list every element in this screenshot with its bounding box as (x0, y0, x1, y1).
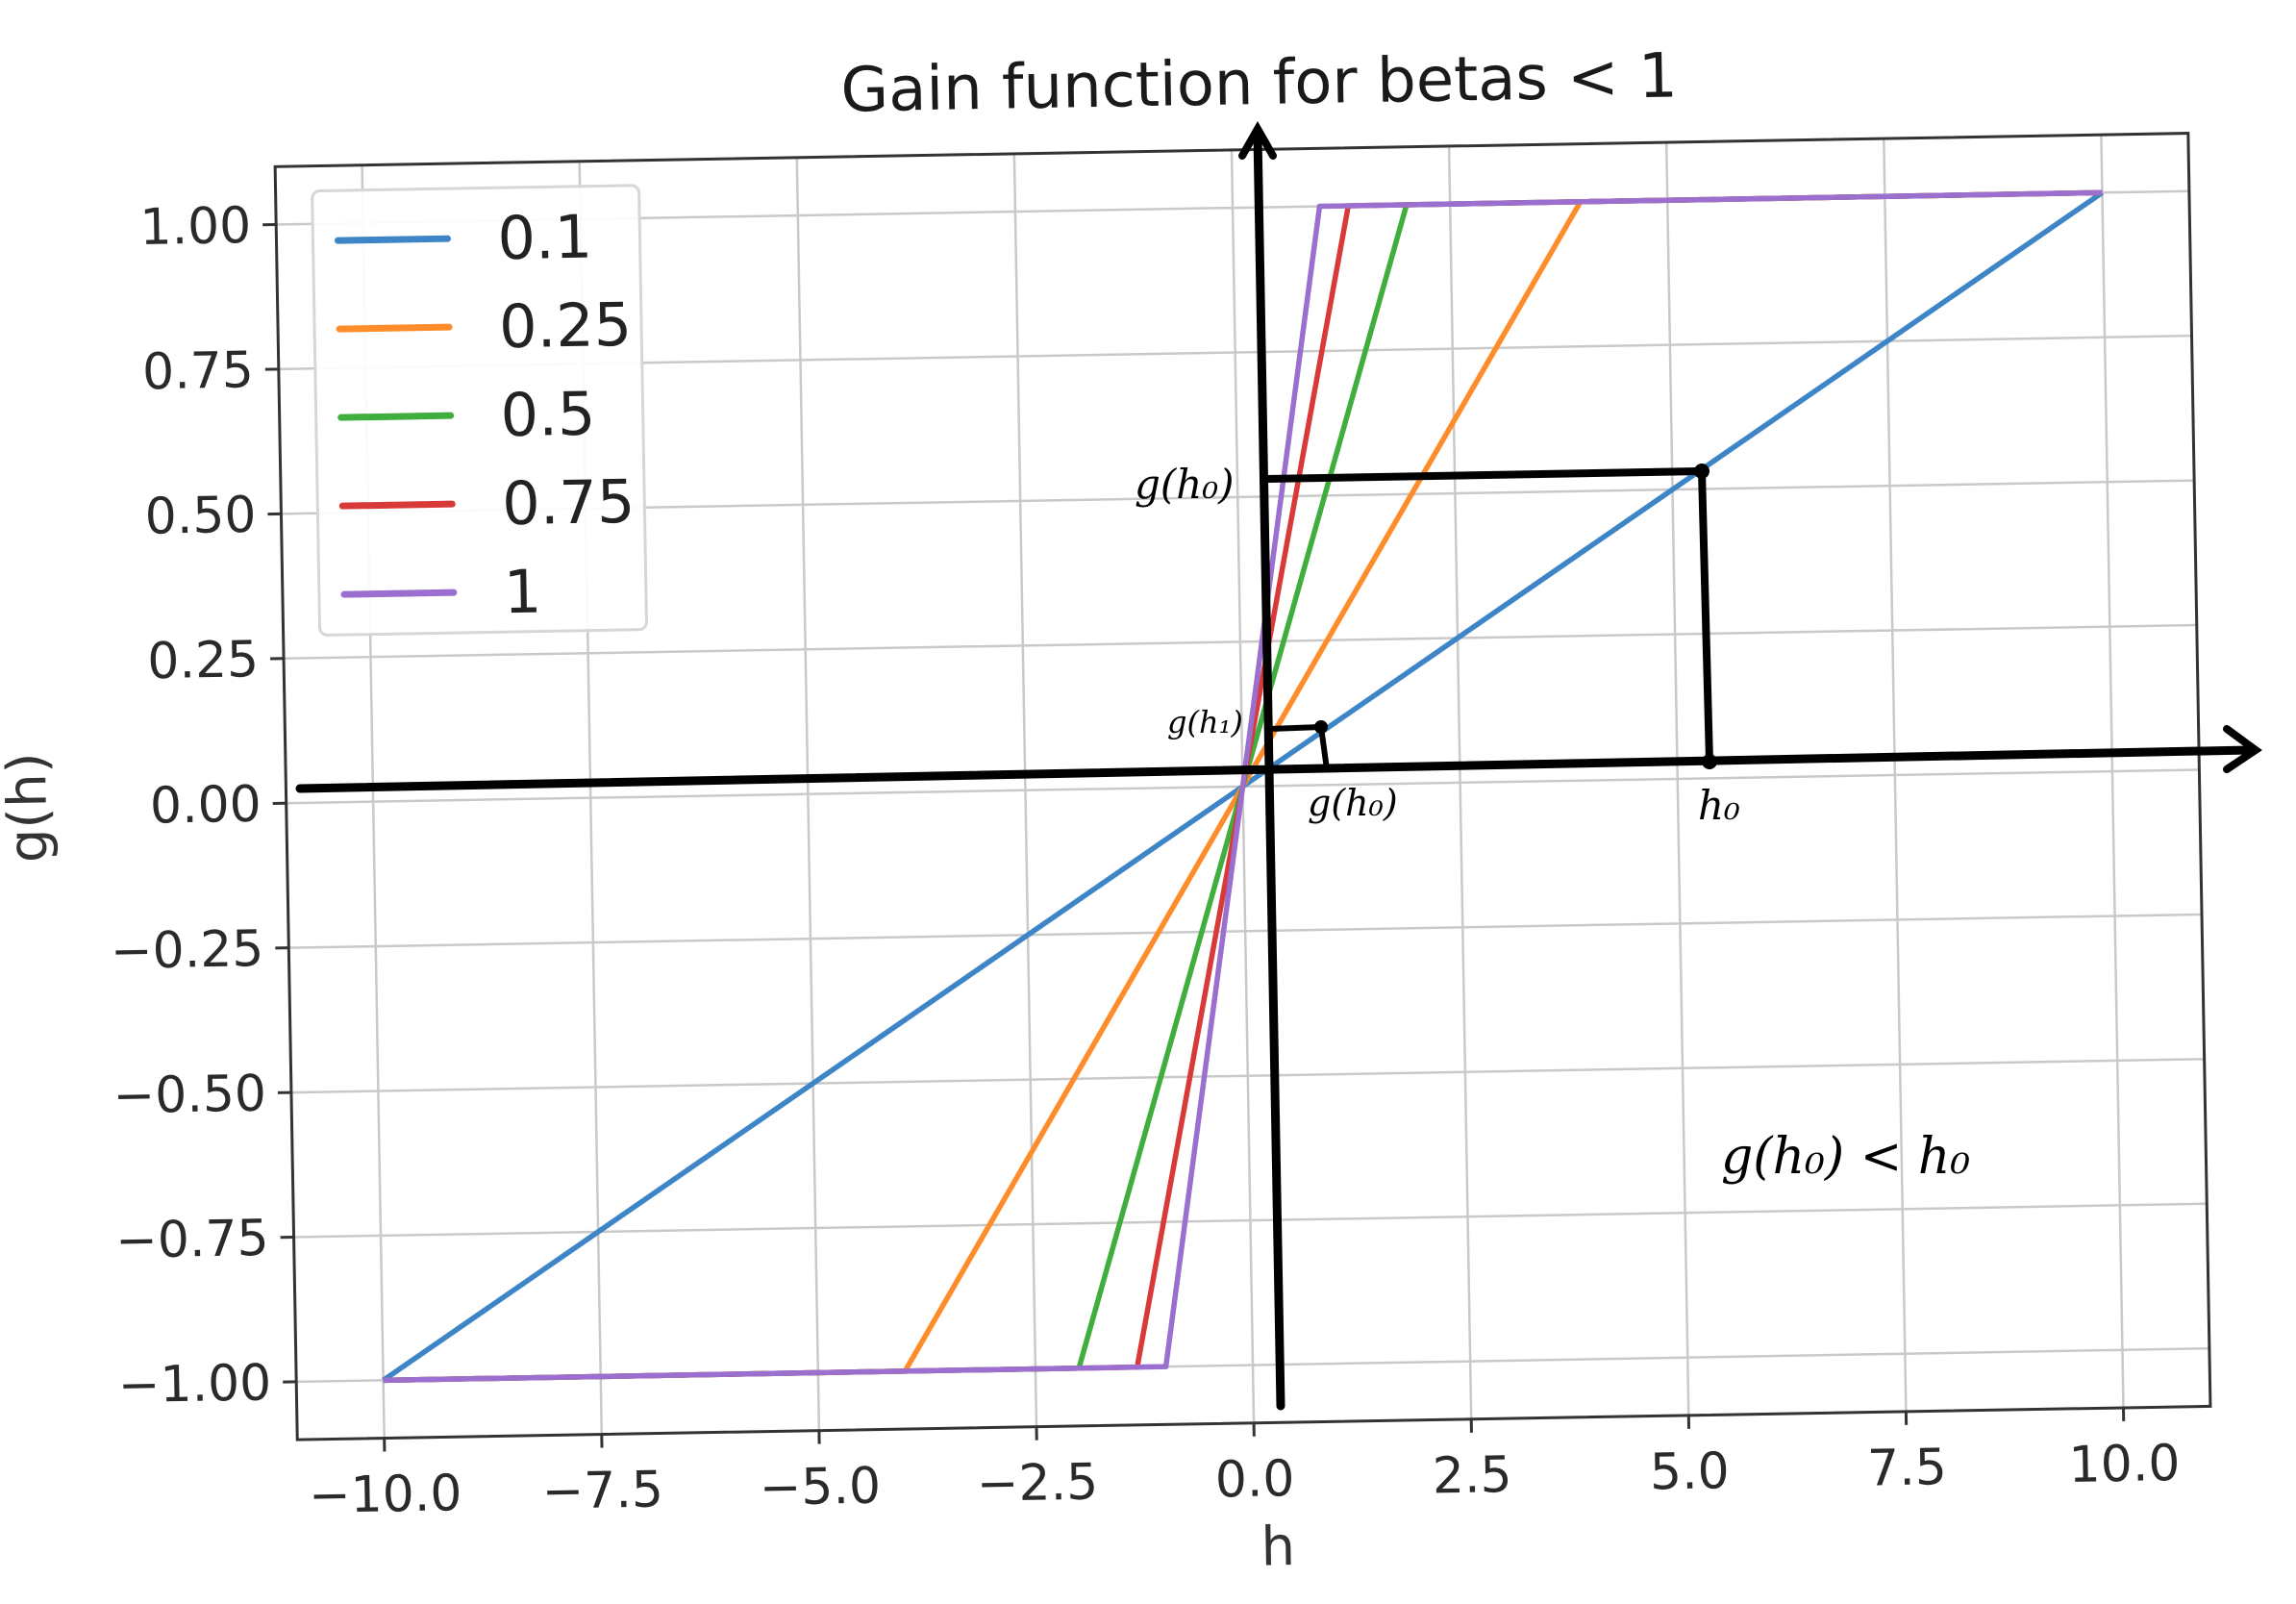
h1-point-marker (1314, 720, 1328, 734)
legend-swatch (340, 589, 458, 598)
x-tick-label: 2.5 (1432, 1446, 1512, 1505)
legend-box (311, 184, 648, 637)
annotation-g-h0-small: g(h₀) (1308, 782, 1398, 824)
series-lines (382, 189, 2105, 1384)
y-axis-arrowhead (1238, 120, 1277, 160)
legend-entries: 0.1 0.25 0.5 0.75 1 (334, 202, 636, 628)
x-tick-label: −2.5 (976, 1454, 1098, 1514)
annotation-h0: h₀ (1698, 782, 1740, 829)
hand-drawn-y-axis (1253, 130, 1285, 1411)
hand-drawn-x-axis (295, 745, 2255, 793)
x-axis-label: h (1260, 1516, 1296, 1579)
y-gridline (284, 623, 2197, 661)
y-tick-label: 0.25 (147, 631, 260, 690)
y-tick-label: −0.75 (115, 1210, 269, 1270)
x-tick-label: −5.0 (759, 1458, 881, 1517)
y-axis-label: g(h) (0, 752, 61, 864)
annotation-g-h0-left: g(h₀) (1135, 461, 1235, 508)
legend-label: 0.75 (502, 466, 636, 539)
y-tick-labels: 1.00 0.75 0.50 0.25 0.00 −0.25 −0.50 −0.75 −1.00 (110, 197, 271, 1415)
chart-title: Gain function for betas < 1 (840, 40, 1678, 126)
legend-label: 1 (503, 557, 542, 628)
y-gridline (293, 1202, 2208, 1239)
h0-point-marker (1694, 464, 1710, 479)
y-gridline (290, 1058, 2205, 1094)
y-tick-label: 0.75 (142, 341, 255, 401)
y-tick-label: 0.50 (144, 487, 257, 546)
x-tick-labels: −10.0 −7.5 −5.0 −2.5 0.0 2.5 5.0 7.5 10.0 (309, 1435, 2181, 1525)
h0-axis-marker (1702, 754, 1717, 769)
y-tick-label: −0.50 (112, 1065, 266, 1126)
x-tick-label: −7.5 (541, 1461, 663, 1520)
legend-label: 0.5 (500, 379, 596, 451)
legend-swatch (336, 323, 453, 333)
x-axis-arrowhead (2223, 725, 2262, 773)
tick-marks (262, 222, 2126, 1452)
legend-label: 0.1 (497, 202, 593, 274)
x-tick-label: 0.0 (1214, 1450, 1295, 1509)
legend-label: 0.25 (498, 289, 632, 362)
x-tick-label: −10.0 (309, 1465, 462, 1525)
plot-area: −10.0 −7.5 −5.0 −2.5 0.0 2.5 5.0 7.5 10.0 1.00 0.… (0, 132, 2212, 1579)
legend-swatch (337, 412, 455, 421)
annotation-g-h1: g(h₁) (1167, 704, 1243, 740)
legend-swatch (338, 500, 456, 510)
x-tick-label: 10.0 (2068, 1435, 2181, 1494)
x-tick-label: 7.5 (1867, 1439, 1948, 1497)
y-tick-label: −0.25 (110, 920, 263, 981)
legend-swatch (334, 235, 451, 244)
y-tick-label: −1.00 (117, 1354, 271, 1415)
y-tick-label: 0.00 (149, 776, 262, 836)
series-line-1 (383, 189, 2103, 1384)
annotation-relation: g(h₀) < h₀ (1721, 1128, 1970, 1186)
y-gridline (288, 913, 2203, 949)
hand-drawn-annotations: g(h₀) g(h₁) g(h₀) h₀ g(h₀) < h₀ (295, 120, 2262, 1411)
y-tick-label: 1.00 (139, 197, 252, 257)
legend: 0.1 0.25 0.5 0.75 1 (311, 184, 648, 637)
x-tick-label: 5.0 (1649, 1442, 1730, 1501)
